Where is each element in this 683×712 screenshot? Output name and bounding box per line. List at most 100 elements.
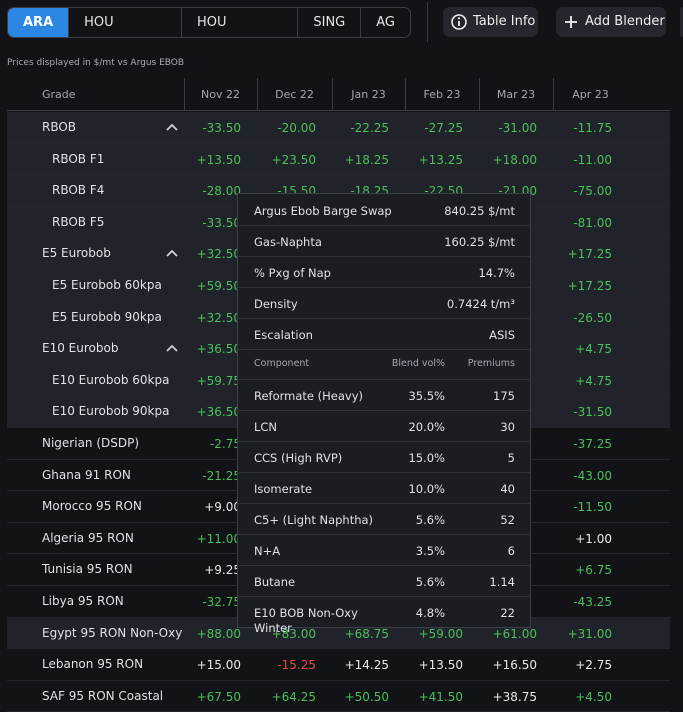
price-cell: +61.00 [492,626,537,641]
column-divider [553,78,554,110]
popup-divider [238,534,530,535]
price-cell: -81.00 [573,215,612,230]
price-cell: +13.50 [196,152,241,167]
price-cell: -11.50 [573,500,612,515]
price-cell: +4.75 [575,342,612,357]
price-cell: +16.50 [492,658,537,673]
price-cell: -20.00 [277,121,316,135]
blend-vol: 20.0% [408,420,445,434]
collapse-toggle[interactable] [165,342,179,352]
grade-label: RBOB F1 [52,151,105,166]
column-divider [332,78,333,110]
blend-vol: 35.5% [408,389,445,403]
premium: 6 [507,544,515,558]
popup-divider [238,287,530,288]
price-cell: +18.00 [492,152,537,167]
popup-divider [238,503,530,504]
price-cell: +18.25 [344,152,389,167]
price-cell: +38.75 [492,689,537,704]
collapse-toggle[interactable] [165,247,179,258]
edge-control [680,7,683,37]
price-cell: -15.25 [277,658,316,673]
price-cell: -31.50 [573,405,612,420]
column-divider [257,78,258,110]
table-row [7,112,670,144]
blend-vol: 4.8% [415,606,445,620]
grade-label: Algeria 95 RON [42,530,134,545]
fact-value: 14.7% [478,266,515,280]
price-cell: +17.25 [567,279,612,293]
grade-label: E5 Eurobob 60kpa [52,278,162,292]
popup-divider [238,256,530,257]
column-header: Feb 23 [423,88,461,101]
column-header: Apr 23 [572,88,609,101]
grade-label: E5 Eurobob [42,246,111,261]
fact-value: 160.25 $/mt [444,235,515,249]
price-cell: +31.00 [567,626,612,641]
price-cell: -27.25 [424,121,463,135]
tab[interactable]: SING [298,8,362,37]
blend-vol: 5.6% [415,513,445,527]
tab[interactable]: HOU Refinery [182,8,299,37]
price-cell: -43.25 [573,595,612,609]
table-info-button[interactable]: Table Info [443,7,538,37]
table-row [7,143,670,176]
tab[interactable]: ARA [8,8,70,37]
grade-label: Nigerian (DSDP) [42,436,140,450]
price-cell: -33.50 [202,121,241,135]
component-name: Reformate (Heavy) [254,389,364,403]
price-cell: -43.00 [573,468,612,483]
blend-vol: 10.0% [408,482,445,496]
price-cell: +2.75 [575,658,612,673]
price-cell: +36.50 [196,405,241,420]
price-cell: +9.00 [204,500,241,515]
button-label: Table Info [473,14,536,29]
column-header: Mar 23 [496,88,536,101]
price-cell: +13.25 [418,152,463,167]
price-cell: -22.25 [350,121,389,135]
price-cell: +17.25 [567,247,612,262]
price-cell: +68.75 [344,626,389,641]
popup-divider [238,410,530,411]
price-cell: +41.50 [418,689,463,704]
price-cell: +4.50 [575,689,612,704]
price-cell: -37.25 [573,437,612,451]
component-header: Component [254,358,310,369]
fact-label: Gas-Naphta [254,235,322,249]
grade-label: RBOB [42,120,77,134]
column-header: Nov 22 [201,88,240,101]
price-cell: +83.00 [271,626,316,641]
fact-value: 840.25 $/mt [444,204,515,218]
grade-label: RBOB F4 [52,183,105,198]
premium: 5 [507,451,515,465]
premium: 30 [500,420,515,434]
price-cell: -31.00 [498,121,537,135]
button-label: Add Blender [585,14,665,29]
price-cell: +13.50 [418,658,463,673]
price-cell: +32.50 [196,247,241,262]
price-cell: +15.00 [196,658,241,673]
price-cell: +14.25 [344,658,389,673]
popup-divider [238,349,530,350]
blend-popup: Argus Ebob Barge Swap 840.25 $/mt Gas-Naph… [237,193,531,635]
plus-icon [565,16,577,28]
premium: 40 [500,482,515,496]
tab[interactable]: AG [376,15,395,30]
tab[interactable]: HOU Blender [69,8,183,37]
collapse-toggle[interactable] [165,121,179,131]
price-cell: -21.25 [202,468,241,483]
fact-label: % Pxg of Nap [254,266,331,280]
component-name: Isomerate [254,482,313,496]
price-cell: -33.50 [202,215,241,230]
price-cell: +59.00 [418,626,463,641]
price-cell: +4.75 [575,373,612,388]
grade-label: Lebanon 95 RON [42,657,144,672]
add-blender-button[interactable]: Add Blender [556,7,666,37]
fact-value: ASIS [489,328,515,342]
grade-label: Morocco 95 RON [42,499,142,514]
price-cell: -2.75 [209,437,241,451]
header-row [7,78,670,111]
grade-label: RBOB F5 [52,214,105,229]
component-name: Butane [254,575,296,589]
